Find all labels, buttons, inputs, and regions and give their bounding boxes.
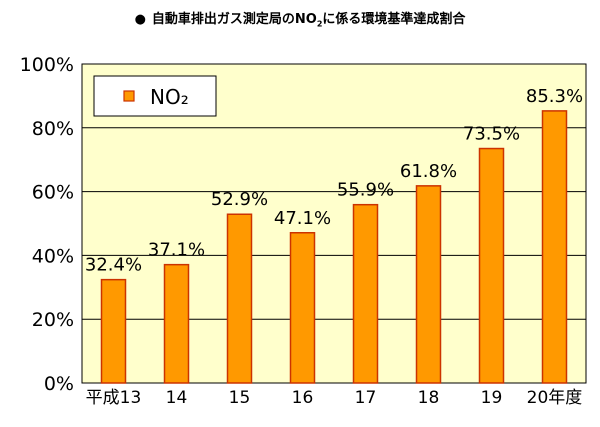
data-label: 85.3% (526, 86, 583, 107)
data-label: 61.8% (400, 161, 457, 182)
y-tick-label: 0% (44, 373, 74, 395)
legend-box (93, 75, 217, 117)
legend-swatch (123, 90, 135, 102)
bar (415, 185, 442, 384)
plot-frame (81, 63, 587, 384)
chart-title: ● 自動車排出ガス測定局のNO2に係る環境基準達成割合 (0, 8, 600, 29)
title-bullet: ● (134, 12, 146, 27)
bar (478, 147, 505, 384)
data-label: 37.1% (148, 240, 205, 261)
bar (289, 232, 316, 384)
y-tick-label: 100% (20, 54, 74, 76)
bar (541, 110, 568, 384)
x-tick-label: 平成13 (86, 388, 142, 408)
x-tick-label: 17 (355, 388, 377, 408)
bar (100, 278, 127, 384)
x-tick-label: 14 (166, 388, 188, 408)
x-tick-label: 20年度 (527, 388, 583, 408)
data-label: 52.9% (211, 189, 268, 210)
data-label: 73.5% (463, 124, 520, 145)
title-text-before: 自動車排出ガス測定局のNO (151, 12, 317, 27)
bar (352, 203, 379, 384)
y-tick-label: 40% (32, 245, 74, 267)
bar (226, 213, 253, 384)
title-subscript: 2 (316, 19, 323, 29)
x-tick-label: 18 (418, 388, 440, 408)
legend-label: NO₂ (150, 85, 189, 109)
x-tick-label: 19 (481, 388, 503, 408)
title-text-after: に係る環境基準達成割合 (322, 12, 466, 27)
data-label: 32.4% (85, 255, 142, 276)
x-tick-label: 15 (229, 388, 251, 408)
data-label: 55.9% (337, 180, 394, 201)
y-tick-label: 60% (32, 182, 74, 204)
x-tick-label: 16 (292, 388, 314, 408)
y-tick-label: 20% (32, 309, 74, 331)
bar (163, 263, 190, 384)
data-label: 47.1% (274, 208, 331, 229)
y-tick-label: 80% (32, 118, 74, 140)
